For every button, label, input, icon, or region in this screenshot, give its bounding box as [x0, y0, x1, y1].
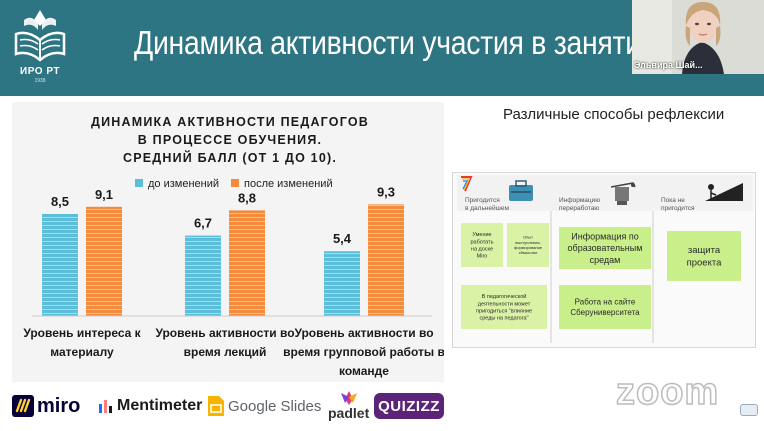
webcam-tile[interactable]: Эльвира Шай... — [632, 0, 764, 74]
mentimeter-logo: Mentimeter — [98, 386, 202, 426]
zoom-badge-icon — [740, 404, 758, 416]
sticky-note-text: Miro — [477, 254, 488, 260]
data-label: 6,7 — [194, 216, 212, 231]
column-header-line: в дальнейшем — [465, 204, 510, 212]
category-label: время групповой работы в — [283, 345, 444, 359]
participant-name: Эльвира Шай... — [634, 60, 703, 70]
data-label: 9,1 — [95, 187, 113, 202]
sticky-note-text: защита — [688, 245, 721, 256]
sticky-note[interactable] — [667, 231, 741, 281]
bar — [229, 210, 265, 316]
category-label: материалу — [50, 345, 114, 359]
zoom-watermark: zoom — [615, 370, 720, 414]
bar — [185, 235, 221, 316]
sticky-note[interactable] — [559, 285, 651, 329]
miro-logo: miro — [12, 386, 80, 426]
sticky-note-text: В педагогической — [482, 293, 527, 300]
mentimeter-icon — [99, 400, 112, 413]
sticky-note-text: образовательным — [568, 243, 643, 253]
chart-panel: ДИНАМИКА АКТИВНОСТИ ПЕДАГОГОВ В ПРОЦЕССЕ … — [12, 102, 444, 382]
bar — [86, 206, 122, 316]
sticky-note[interactable] — [461, 223, 503, 267]
logo-text: ИРО РТ — [20, 66, 60, 77]
quizizz-logo: QUIZIZZ — [374, 386, 444, 426]
sticky-note-text: Информация по — [571, 231, 638, 241]
bar — [42, 214, 78, 316]
category-label: Уровень интереса к — [23, 326, 141, 340]
category-label: команде — [339, 364, 389, 378]
trash-figure-icon — [705, 183, 743, 201]
mentimeter-label: Mentimeter — [117, 397, 203, 414]
legend-label: до изменений — [148, 178, 219, 190]
reflection-board: Пригодится в дальнейшем Информацию перерабо… — [452, 172, 756, 348]
bar — [324, 251, 360, 316]
sticky-note-text: сбмыслии — [519, 250, 538, 255]
sticky-note-text: Сберуниверситета — [570, 308, 640, 317]
category-label: время лекций — [184, 345, 267, 359]
chart-title-line: СРЕДНИЙ БАЛЛ (ОТ 1 ДО 10). — [123, 150, 337, 165]
sticky-note-text: деятельности может — [478, 301, 531, 307]
sticky-note-text: выступления, — [515, 240, 540, 245]
legend-label: после изменений — [244, 178, 333, 190]
google-slides-icon — [208, 396, 224, 416]
google-slides-label: Google Slides — [228, 397, 322, 415]
sticky-note-text: на доске — [471, 247, 493, 253]
slide-title: Динамика активности участия в занятиях — [134, 24, 670, 61]
miro-icon — [12, 395, 34, 417]
data-label: 5,4 — [333, 231, 352, 246]
data-label: 9,3 — [377, 184, 395, 199]
suitcase-icon — [509, 180, 533, 201]
legend-swatch — [135, 179, 143, 187]
sticky-note-text: Опыт — [523, 235, 533, 240]
sticky-note[interactable] — [507, 223, 549, 267]
sticky-note[interactable] — [461, 285, 547, 329]
data-label: 8,5 — [51, 194, 69, 209]
padlet-logo: padlet — [328, 386, 369, 426]
sticky-note-text: пригодиться "влияние — [476, 309, 532, 315]
sticky-note-text: работать — [471, 239, 494, 245]
logo-year: 1938 — [34, 78, 46, 84]
reflection-title: Различные способы рефлексии — [503, 106, 725, 123]
grinder-icon — [610, 182, 636, 205]
column-header-line: пригодится — [661, 205, 695, 212]
chart-title-line: ДИНАМИКА АКТИВНОСТИ ПЕДАГОГОВ — [91, 115, 369, 129]
tool-logos: miro Mentimeter Google Slides padlet — [12, 386, 452, 426]
miro-label: miro — [37, 394, 81, 417]
category-label: Уровень активности во — [155, 326, 294, 340]
sticky-note-text: проекта — [687, 258, 723, 269]
bar-chart: ДИНАМИКА АКТИВНОСТИ ПЕДАГОГОВ В ПРОЦЕССЕ … — [23, 115, 444, 378]
institute-logo: ИРО РТ 1938 — [10, 6, 70, 90]
sticky-note-text: Умение — [472, 232, 491, 238]
chart-title-line: В ПРОЦЕССЕ ОБУЧЕНИЯ. — [138, 133, 322, 147]
rainbow-seven-icon — [461, 176, 473, 192]
category-label: Уровень активности во — [294, 326, 433, 340]
bar — [368, 204, 404, 316]
column-header-line: Пригодится — [465, 197, 500, 204]
sticky-note-text: Работа на сайте — [575, 298, 636, 307]
book-logo-icon — [14, 10, 66, 62]
sticky-note[interactable] — [559, 227, 651, 269]
sticky-note-text: средам — [590, 255, 621, 265]
column-header-line: Информацию — [559, 197, 600, 204]
column-header-line: переработаю — [559, 204, 599, 212]
participant-video-icon — [632, 0, 764, 74]
sticky-note-text: среды на педагога" — [479, 316, 528, 322]
padlet-label: padlet — [328, 405, 370, 421]
column-header-line: Пока не — [661, 197, 685, 204]
legend-swatch — [231, 179, 239, 187]
google-slides-logo: Google Slides — [208, 386, 321, 426]
padlet-icon — [340, 391, 357, 405]
data-label: 8,8 — [238, 190, 256, 205]
sticky-note-text: формирование — [514, 245, 543, 250]
quizizz-label: QUIZIZZ — [378, 397, 440, 415]
